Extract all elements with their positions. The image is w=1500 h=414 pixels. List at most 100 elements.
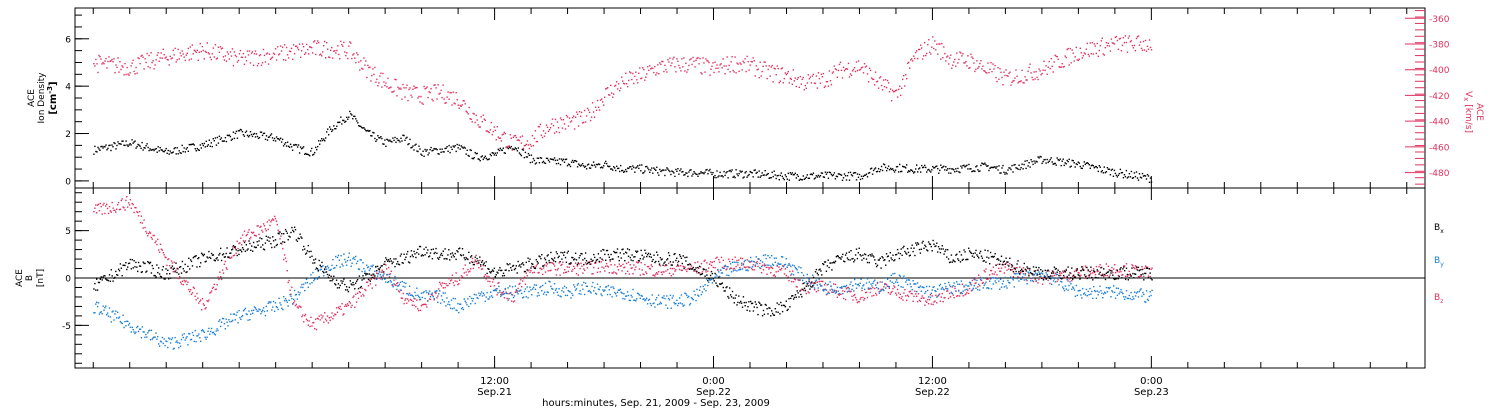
by-point — [884, 284, 885, 285]
vx-point — [1088, 54, 1089, 55]
vx-point — [312, 52, 313, 53]
bz-point — [837, 297, 838, 298]
bz-point — [437, 295, 438, 296]
vx-point — [427, 97, 428, 98]
by-point — [144, 337, 145, 338]
vx-point — [170, 56, 171, 57]
bz-point — [435, 293, 436, 294]
bz-point — [920, 301, 921, 302]
density-point — [638, 168, 639, 169]
by-point — [907, 284, 908, 285]
by-point — [865, 277, 866, 278]
by-point — [149, 330, 150, 331]
vx-point — [1074, 60, 1075, 61]
density-point — [561, 158, 562, 159]
bx-point — [320, 265, 321, 266]
vx-point — [300, 57, 301, 58]
density-point — [1098, 171, 1099, 172]
by-point — [315, 269, 316, 270]
vx-point — [1038, 68, 1039, 69]
vx-point — [712, 62, 713, 63]
bz-point — [262, 231, 263, 232]
by-point — [702, 291, 703, 292]
by-point — [1034, 274, 1035, 275]
vx-point — [338, 54, 339, 55]
density-point — [357, 122, 358, 123]
vx-point — [476, 115, 477, 116]
bz-point — [473, 268, 474, 269]
by-point — [639, 294, 640, 295]
bz-point — [555, 269, 556, 270]
by-point — [97, 306, 98, 307]
density-point — [718, 175, 719, 176]
vx-point — [940, 58, 941, 59]
bz-point — [541, 269, 542, 270]
vx-point — [494, 126, 495, 127]
by-point — [1005, 285, 1006, 286]
by-point — [587, 286, 588, 287]
density-point — [232, 139, 233, 140]
vx-point — [658, 73, 659, 74]
bx-point — [282, 241, 283, 242]
density-point — [1126, 170, 1127, 171]
by-point — [1024, 279, 1025, 280]
vx-point — [1131, 40, 1132, 41]
density-point — [1073, 160, 1074, 161]
vx-point — [841, 70, 842, 71]
bz-point — [991, 270, 992, 271]
bz-point — [673, 268, 674, 269]
vx-point — [1085, 53, 1086, 54]
bx-point — [257, 241, 258, 242]
bz-point — [893, 285, 894, 286]
by-point — [777, 265, 778, 266]
vx-point — [405, 87, 406, 88]
vx-point — [468, 113, 469, 114]
bz-point — [198, 302, 199, 303]
vx-point — [638, 73, 639, 74]
by-point — [693, 291, 694, 292]
by-point — [1126, 290, 1127, 291]
bz-point — [355, 294, 356, 295]
density-point — [655, 170, 656, 171]
vx-point — [555, 119, 556, 120]
bz-point — [864, 298, 865, 299]
density-point — [1059, 160, 1060, 161]
vx-point — [370, 80, 371, 81]
by-point — [672, 297, 673, 298]
bz-point — [295, 305, 296, 306]
density-point — [708, 170, 709, 171]
vx-point — [372, 68, 373, 69]
bz-point — [993, 267, 994, 268]
density-point — [628, 168, 629, 169]
density-point — [650, 169, 651, 170]
vx-point — [655, 74, 656, 75]
bz-point — [708, 267, 709, 268]
vx-point — [219, 52, 220, 53]
by-point — [205, 339, 206, 340]
vx-point — [657, 64, 658, 65]
bx-point — [157, 272, 158, 273]
vx-point — [290, 51, 291, 52]
by-point — [292, 303, 293, 304]
bz-point — [276, 221, 277, 222]
density-point — [792, 172, 793, 173]
vx-point — [948, 63, 949, 64]
bx-point — [131, 268, 132, 269]
bx-point — [112, 275, 113, 276]
by-point — [1124, 299, 1125, 300]
density-point — [1148, 175, 1149, 176]
vx-point — [410, 95, 411, 96]
density-point — [1019, 169, 1020, 170]
bz-point — [108, 213, 109, 214]
bz-point — [199, 301, 200, 302]
bz-point — [640, 274, 641, 275]
bz-point — [286, 261, 287, 262]
density-point — [1062, 161, 1063, 162]
density-point — [872, 174, 873, 175]
vx-point — [98, 55, 99, 56]
bz-point — [667, 269, 668, 270]
by-point — [1017, 273, 1018, 274]
bz-point — [755, 266, 756, 267]
by-point — [797, 269, 798, 270]
bz-point — [959, 295, 960, 296]
